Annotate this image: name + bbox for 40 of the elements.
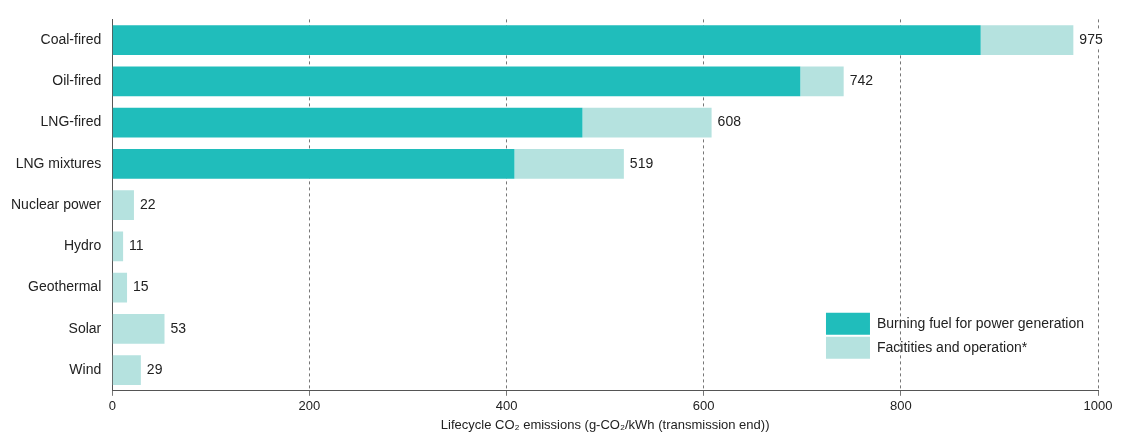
y-tick-label: LNG-fired — [40, 113, 102, 130]
total-label: 975 — [1079, 30, 1103, 47]
bar — [112, 231, 124, 262]
total-label: 53 — [170, 319, 187, 336]
bar — [112, 190, 134, 220]
bar — [514, 148, 624, 179]
x-tick-label: 0 — [108, 398, 116, 414]
bar — [112, 355, 141, 386]
bar — [800, 66, 844, 97]
x-tick-label: 200 — [298, 398, 321, 414]
x-axis-title: Lifecycle CO₂ emissions (g-CO₂/kWh (transmission end)) — [440, 416, 770, 432]
total-label: 22 — [139, 195, 156, 212]
y-tick-label: Oil-fired — [52, 72, 102, 89]
y-tick-label: Coal-fired — [40, 30, 102, 47]
bar — [112, 148, 515, 179]
bar — [112, 107, 583, 138]
legend-label: Burning fuel for power generation — [876, 314, 1085, 331]
x-tick-label: 1000 — [1083, 398, 1113, 414]
bar — [980, 25, 1074, 55]
bar — [112, 25, 981, 55]
y-tick-label: Wind — [69, 361, 102, 378]
total-label: 15 — [133, 278, 149, 295]
total-label: 608 — [717, 113, 742, 130]
y-tick-label: Geothermal — [28, 278, 102, 295]
total-label: 519 — [629, 154, 654, 171]
y-tick-label: LNG mixtures — [15, 154, 102, 171]
bar — [112, 272, 128, 303]
y-tick-label: Solar — [68, 319, 102, 336]
bar — [582, 107, 712, 138]
total-label: 742 — [849, 72, 874, 89]
x-tick-label: 600 — [692, 398, 715, 414]
total-label: 11 — [129, 237, 144, 254]
x-tick-label: 400 — [495, 398, 518, 414]
y-tick-label: Hydro — [63, 237, 102, 254]
y-tick-label: Nuclear power — [11, 195, 102, 212]
total-label: 29 — [146, 361, 163, 378]
bar — [112, 66, 801, 97]
bar — [112, 314, 165, 344]
x-tick-label: 800 — [890, 398, 912, 414]
legend-label: Facitities and operation* — [876, 338, 1028, 355]
